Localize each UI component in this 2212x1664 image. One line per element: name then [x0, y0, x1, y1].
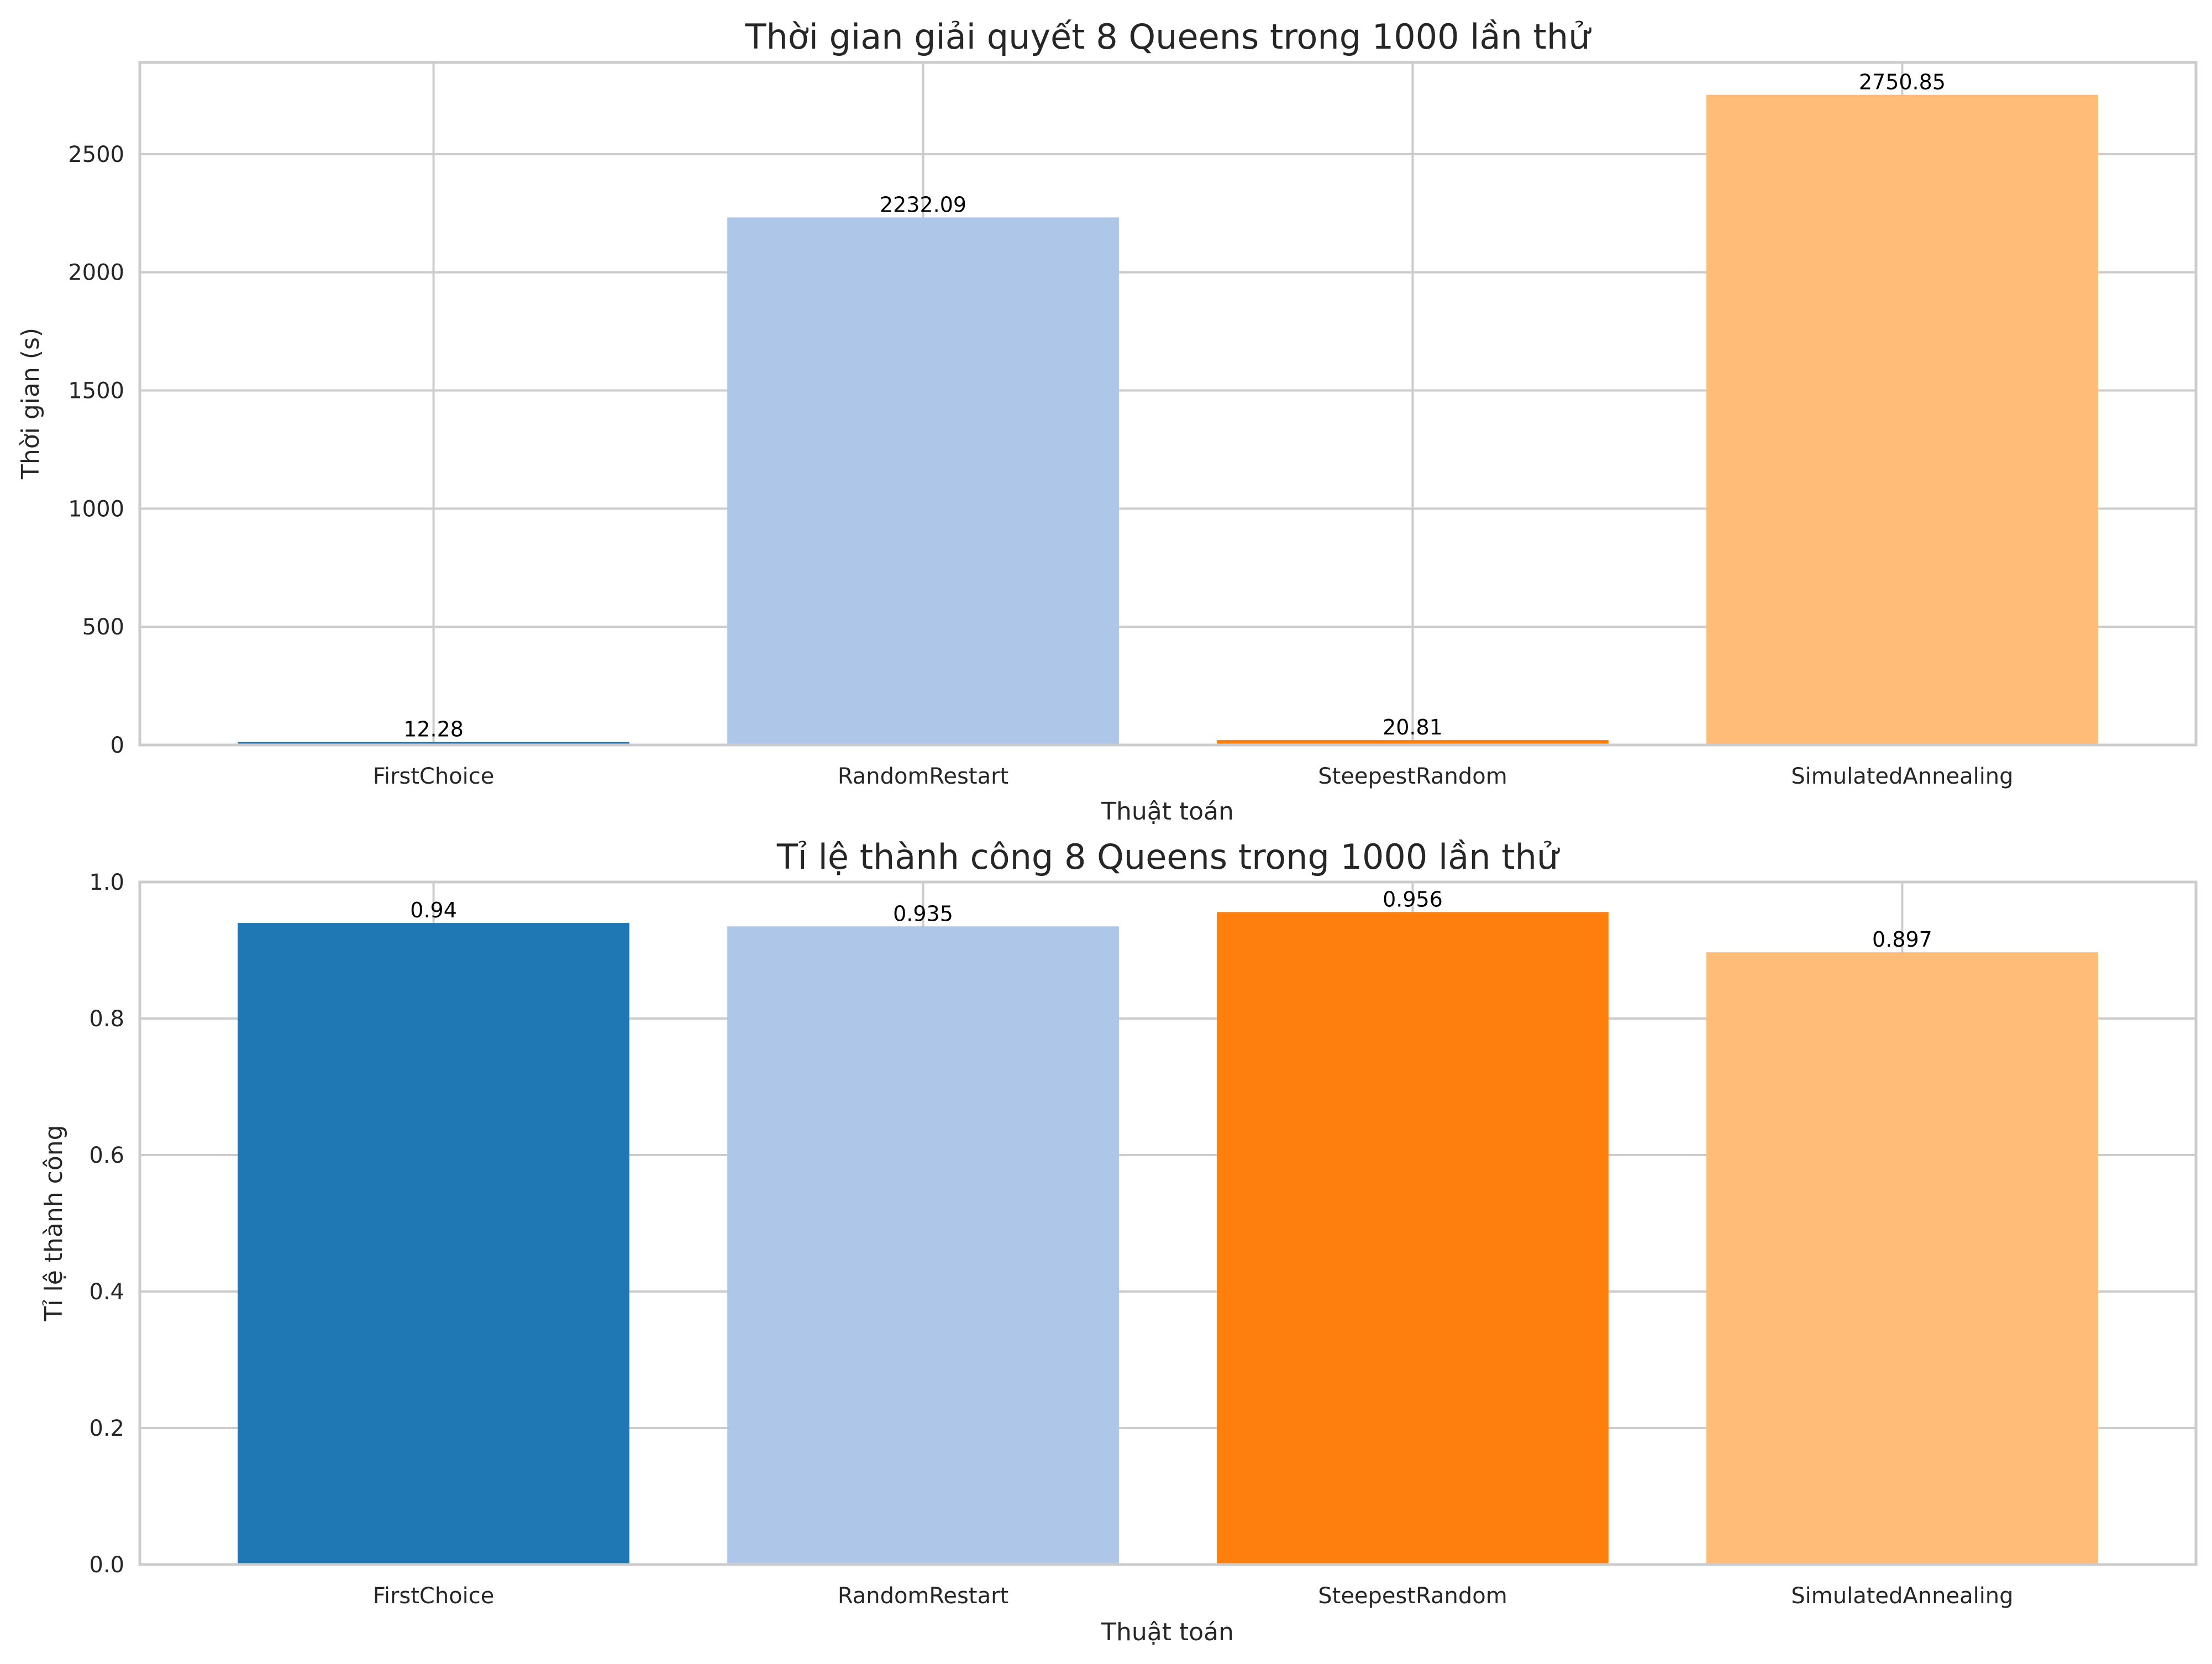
time-chart-x-ticks: FirstChoice RandomRestart SteepestRandom Si…	[373, 764, 2014, 789]
time-chart-y-axis-label: Thời gian (s)	[17, 328, 45, 480]
time-chart-title: Thời gian giải quyết 8 Queens trong 1000…	[745, 17, 1592, 57]
success-chart-x-tick-label: SteepestRandom	[1318, 1583, 1507, 1609]
success-chart-x-axis-label: Thuật toán	[1101, 1618, 1234, 1646]
success-chart-bar-firstchoice	[238, 923, 629, 1565]
success-chart-frame	[138, 880, 2198, 1566]
success-chart-value-label-steepestrandom: 0.956	[1383, 887, 1443, 911]
success-chart-x-tick-label: FirstChoice	[373, 1583, 495, 1609]
time-chart-value-label-steepestrandom: 20.81	[1383, 715, 1443, 739]
time-chart-value-label-firstchoice: 12.28	[403, 717, 464, 742]
success-chart-y-ticks: 0.0 0.2 0.4 0.6 0.8 1.0	[89, 870, 124, 1578]
success-chart-value-label-randomrestart: 0.935	[893, 901, 953, 926]
success-chart-bar-randomrestart	[727, 926, 1119, 1565]
time-chart-bar-steepestrandom	[1217, 740, 1609, 745]
time-chart-y-tick-label: 2000	[68, 260, 124, 286]
time-chart-x-tick-label: SimulatedAnnealing	[1791, 764, 2013, 789]
time-chart: 0 500 1000 1500 2000 2500 FirstChoice RandomRe…	[17, 17, 2198, 826]
success-chart-y-tick-label: 1.0	[89, 870, 124, 895]
time-chart-frame	[138, 61, 2198, 747]
success-chart-y-tick-label: 0.2	[89, 1416, 124, 1441]
success-chart-value-label-simulatedannealing: 0.897	[1872, 927, 1932, 952]
time-chart-value-labels: 12.28 2232.09 20.81 2750.85	[403, 70, 1946, 742]
success-chart-title: Tỉ lệ thành công 8 Queens trong 1000 lần…	[776, 837, 1560, 877]
success-chart-y-axis-label: Tỉ lệ thành công	[40, 1125, 68, 1321]
time-chart-y-ticks: 0 500 1000 1500 2000 2500	[68, 142, 124, 758]
success-chart-y-tick-label: 0.6	[89, 1143, 124, 1168]
success-chart-value-labels: 0.94 0.935 0.956 0.897	[410, 887, 1932, 952]
time-chart-x-tick-label: RandomRestart	[838, 764, 1008, 789]
time-chart-x-tick-label: SteepestRandom	[1318, 764, 1507, 789]
time-chart-x-axis-label: Thuật toán	[1101, 797, 1234, 826]
success-chart-bars	[238, 912, 2098, 1565]
success-chart: 0.0 0.2 0.4 0.6 0.8 1.0 FirstChoice RandomRest…	[40, 837, 2198, 1646]
time-chart-bar-firstchoice	[238, 742, 629, 745]
time-chart-bar-simulatedannealing	[1706, 95, 2098, 746]
time-chart-value-label-randomrestart: 2232.09	[880, 192, 966, 217]
success-chart-bar-steepestrandom	[1217, 912, 1609, 1565]
time-chart-bars	[238, 95, 2098, 746]
time-chart-value-label-simulatedannealing: 2750.85	[1859, 70, 1946, 95]
time-chart-bar-randomrestart	[727, 217, 1119, 746]
time-chart-x-tick-label: FirstChoice	[373, 764, 495, 789]
success-chart-x-tick-label: RandomRestart	[838, 1583, 1008, 1609]
success-chart-bar-simulatedannealing	[1706, 952, 2098, 1565]
success-chart-y-tick-label: 0.0	[89, 1552, 124, 1578]
success-chart-value-label-firstchoice: 0.94	[410, 898, 457, 922]
success-chart-y-tick-label: 0.4	[89, 1279, 124, 1305]
success-chart-y-tick-label: 0.8	[89, 1006, 124, 1032]
time-chart-y-tick-label: 0	[111, 733, 124, 758]
time-chart-y-tick-label: 500	[82, 615, 124, 640]
time-chart-y-tick-label: 1000	[68, 496, 124, 522]
time-chart-y-tick-label: 2500	[68, 142, 124, 167]
success-chart-x-ticks: FirstChoice RandomRestart SteepestRandom Si…	[373, 1583, 2014, 1609]
time-chart-y-tick-label: 1500	[68, 379, 124, 404]
success-chart-x-tick-label: SimulatedAnnealing	[1791, 1583, 2013, 1609]
